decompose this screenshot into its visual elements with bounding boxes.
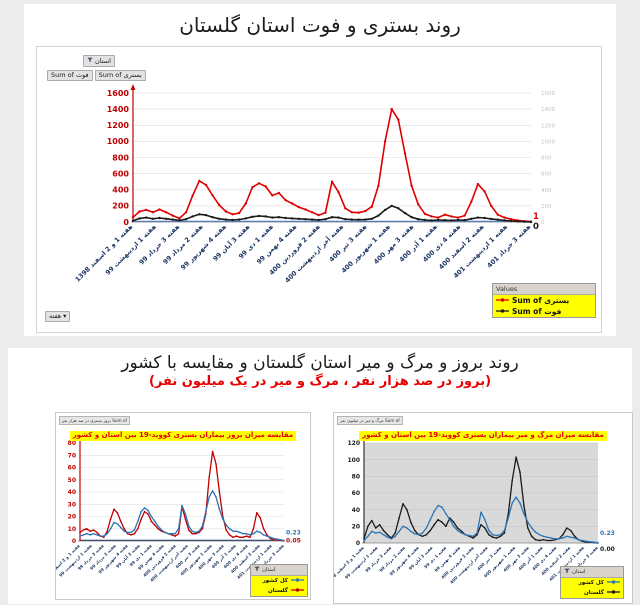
top-chart-legend[interactable]: Values Sum of بستری Sum of فوت <box>492 283 596 318</box>
svg-text:50: 50 <box>68 477 76 484</box>
filter-funnel-icon <box>87 57 93 65</box>
sum-of-admissions-label: Sum of بستری <box>98 71 142 79</box>
legend-item[interactable]: گلستان <box>561 588 623 598</box>
incidence-chart-legend[interactable]: استان کل کشور گلستان <box>250 564 308 597</box>
incidence-value-field-button[interactable]: Sum of بروز بستری در صد هزار نفر <box>59 416 130 425</box>
svg-text:0.05: 0.05 <box>286 537 301 544</box>
sum-of-deaths-field-button[interactable]: Sum of فوت <box>47 70 93 82</box>
svg-text:200: 200 <box>112 202 129 211</box>
legend-item-label: گلستان <box>583 590 604 596</box>
svg-text:1: 1 <box>533 212 539 222</box>
svg-text:1400: 1400 <box>107 105 130 114</box>
legend-item[interactable]: کل کشور <box>251 576 307 586</box>
province-filter-label: استان <box>95 56 111 65</box>
bottom-section: روند بروز و مرگ و میر استان گلستان و مقا… <box>8 348 633 604</box>
svg-text:1000: 1000 <box>107 137 130 146</box>
svg-text:0.23: 0.23 <box>286 529 301 536</box>
page-title: روند بستری و فوت استان گلستان <box>179 13 461 37</box>
svg-text:10: 10 <box>68 526 76 533</box>
legend-item-label: گلستان <box>267 588 288 594</box>
bottom-section-subtitle: (بروز در صد هزار نفر ، مرگ و میر در یک م… <box>148 374 492 389</box>
svg-text:هفته 4 بهمن 99: هفته 4 بهمن 99 <box>255 222 299 266</box>
legend-header: Values <box>493 284 595 295</box>
svg-text:70: 70 <box>68 452 76 459</box>
legend-item-label: Sum of بستری <box>512 296 570 305</box>
legend-item[interactable]: گلستان <box>251 586 307 596</box>
svg-text:0: 0 <box>72 538 76 545</box>
svg-text:1000: 1000 <box>541 139 555 145</box>
svg-text:1200: 1200 <box>107 121 130 130</box>
legend-series-marker-icon <box>496 296 509 305</box>
svg-text:0: 0 <box>541 220 545 226</box>
svg-text:0.00: 0.00 <box>600 546 615 553</box>
legend-series-marker-icon <box>607 589 620 597</box>
legend-series-marker-icon <box>607 579 620 587</box>
svg-text:600: 600 <box>541 172 552 178</box>
sum-of-admissions-field-button[interactable]: Sum of بستری <box>94 70 146 82</box>
svg-text:هفته 3 خرداد 401: هفته 3 خرداد 401 <box>486 222 533 269</box>
svg-text:200: 200 <box>541 204 552 210</box>
svg-text:600: 600 <box>112 169 129 178</box>
legend-funnel-icon <box>254 566 260 574</box>
svg-text:80: 80 <box>352 473 360 480</box>
svg-text:800: 800 <box>112 153 129 162</box>
svg-text:هفته 2 مرداد 99: هفته 2 مرداد 99 <box>161 222 205 266</box>
svg-text:80: 80 <box>68 440 76 447</box>
legend-series-marker-icon <box>291 577 304 585</box>
svg-text:20: 20 <box>68 514 76 521</box>
svg-text:60: 60 <box>68 465 76 472</box>
svg-text:120: 120 <box>347 440 360 447</box>
province-filter-button[interactable]: استان <box>83 55 115 68</box>
svg-text:0.23: 0.23 <box>600 530 615 537</box>
svg-text:هفته 3 مهر 400: هفته 3 مهر 400 <box>372 222 416 266</box>
pivot-field-buttons: Sum of فوت Sum of بستری <box>47 70 146 82</box>
mortality-chart-legend[interactable]: استان کل کشور گلستان <box>560 566 624 599</box>
legend-item-label: کل کشور <box>578 580 604 586</box>
svg-text:1200: 1200 <box>541 123 555 129</box>
legend-item-label: کل کشور <box>262 578 288 584</box>
legend-header: استان <box>251 565 307 576</box>
svg-text:20: 20 <box>352 523 360 530</box>
legend-item[interactable]: Sum of فوت <box>493 306 595 317</box>
svg-text:40: 40 <box>68 489 76 496</box>
mortality-comparison-chart-panel: 0 20 40 60 80 100 120 هفته 1 و 2 اسفند 1398 هفته… <box>333 412 633 604</box>
week-axis-field-button[interactable]: هفته ▾ <box>45 310 71 322</box>
top-section: روند بستری و فوت استان گلستان 0 0 200 200 40… <box>24 4 616 336</box>
dropdown-arrow-icon: ▾ <box>63 311 67 320</box>
svg-text:40: 40 <box>352 507 360 514</box>
svg-text:1600: 1600 <box>107 89 130 98</box>
svg-text:400: 400 <box>541 188 552 194</box>
legend-item-label: Sum of فوت <box>512 307 562 316</box>
svg-text:1400: 1400 <box>541 107 555 113</box>
svg-text:400: 400 <box>112 186 129 195</box>
svg-text:1600: 1600 <box>541 91 555 97</box>
sum-of-deaths-label: Sum of فوت <box>51 71 89 79</box>
svg-text:0: 0 <box>123 218 129 227</box>
svg-text:60: 60 <box>352 490 360 497</box>
bottom-section-title: روند بروز و مرگ و میر استان گلستان و مقا… <box>121 353 519 373</box>
legend-header: استان <box>561 567 623 578</box>
svg-text:800: 800 <box>541 156 552 162</box>
svg-text:هفته 3 خرداد 99: هفته 3 خرداد 99 <box>138 222 182 266</box>
svg-text:100: 100 <box>347 457 360 464</box>
svg-text:0: 0 <box>533 222 539 232</box>
week-axis-label: هفته <box>49 311 62 320</box>
hospitalization-death-chart-panel: 0 0 200 200 400 400 600 600 800 800 1000 1000 1200 12… <box>36 46 602 333</box>
legend-item[interactable]: Sum of بستری <box>493 295 595 306</box>
svg-text:0: 0 <box>356 540 360 547</box>
svg-text:30: 30 <box>68 501 76 508</box>
legend-item[interactable]: کل کشور <box>561 578 623 588</box>
mortality-value-field-button[interactable]: Sum of مرگ و میر در میلیون نفر <box>337 416 403 425</box>
legend-series-marker-icon <box>291 587 304 595</box>
legend-funnel-icon <box>564 568 570 576</box>
legend-series-marker-icon <box>496 307 509 316</box>
